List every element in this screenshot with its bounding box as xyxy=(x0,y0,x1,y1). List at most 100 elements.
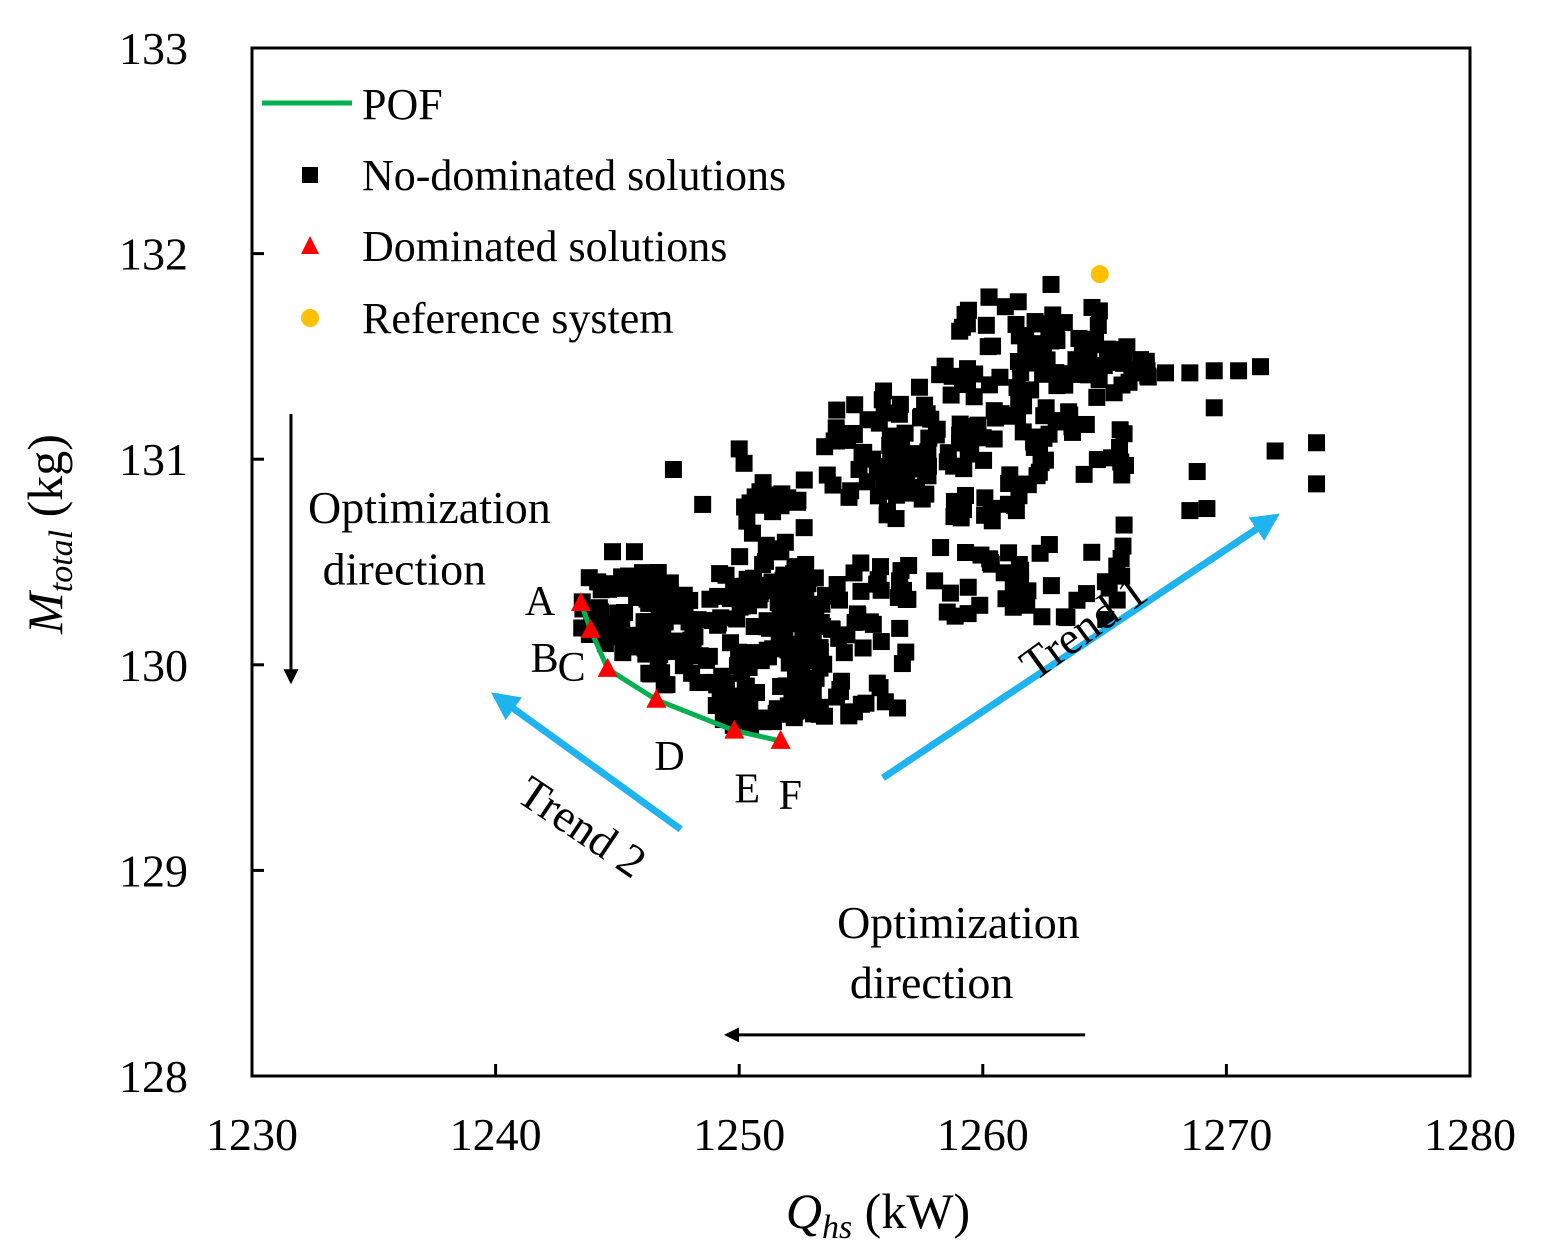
no-dominated-point xyxy=(1019,582,1037,600)
trend-2-arrow xyxy=(491,692,683,833)
no-dominated-point xyxy=(590,599,608,617)
legend-label: Reference system xyxy=(362,294,674,343)
no-dominated-point xyxy=(938,453,956,471)
reference-point xyxy=(1090,265,1109,284)
no-dominated-point xyxy=(625,543,643,561)
no-dominated-point xyxy=(926,572,944,590)
plot-frame xyxy=(250,46,1472,1078)
no-dominated-point xyxy=(1025,433,1043,451)
no-dominated-point xyxy=(855,443,873,461)
legend: POF No-dominated solutions Dominated sol… xyxy=(262,80,786,343)
no-dominated-point xyxy=(662,590,680,608)
no-dominated-point xyxy=(616,579,634,597)
annotation-text: direction xyxy=(850,957,1014,1008)
no-dominated-point xyxy=(1108,557,1126,575)
no-dominated-point xyxy=(1047,324,1065,342)
no-dominated-point xyxy=(938,603,956,621)
no-dominated-point xyxy=(1075,465,1093,483)
no-dominated-point xyxy=(754,713,772,731)
no-dominated-point xyxy=(1089,316,1107,334)
no-dominated-point xyxy=(945,508,963,526)
no-dominated-point xyxy=(784,635,802,653)
no-dominated-point xyxy=(1198,500,1216,518)
no-dominated-point xyxy=(754,556,772,574)
no-dominated-point xyxy=(1308,434,1326,452)
dominated-point xyxy=(770,729,791,749)
no-dominated-point xyxy=(713,683,731,701)
no-dominated-point xyxy=(840,488,858,506)
no-dominated-point xyxy=(919,443,937,461)
no-dominated-point xyxy=(640,594,658,612)
no-dominated-point xyxy=(694,495,712,513)
no-dominated-point xyxy=(1083,298,1101,316)
no-dominated-point xyxy=(784,592,802,610)
no-dominated-point xyxy=(793,684,811,702)
x-tick-label: 1240 xyxy=(450,1109,542,1160)
no-dominated-point xyxy=(872,558,890,576)
no-dominated-point xyxy=(1030,463,1048,481)
no-dominated-point xyxy=(786,670,804,688)
no-dominated-point xyxy=(959,605,977,623)
no-dominated-point xyxy=(1252,358,1270,376)
no-dominated-point xyxy=(1008,407,1026,425)
no-dominated-point xyxy=(1080,355,1098,373)
no-dominated-point xyxy=(889,699,907,717)
no-dominated-point xyxy=(980,288,998,306)
no-dominated-point xyxy=(815,707,833,725)
no-dominated-point xyxy=(984,337,1002,355)
no-dominated-point xyxy=(663,641,681,659)
no-dominated-point xyxy=(774,571,792,589)
no-dominated-point xyxy=(871,679,889,697)
no-dominated-point xyxy=(613,628,631,646)
no-dominated-point xyxy=(1104,350,1122,368)
no-dominated-point xyxy=(1058,609,1076,627)
no-dominated-point xyxy=(957,486,975,504)
no-dominated-point xyxy=(959,445,977,463)
pof-point-label: C xyxy=(558,645,586,691)
no-dominated-point xyxy=(927,426,945,444)
no-dominated-point xyxy=(675,586,693,604)
no-dominated-point xyxy=(689,674,707,692)
no-dominated-point xyxy=(883,480,901,498)
pof-layer: AB C D E F xyxy=(525,265,1109,819)
no-dominated-point xyxy=(1118,338,1136,356)
pof-point-label: F xyxy=(779,773,802,819)
no-dominated-point xyxy=(664,460,682,478)
no-dominated-point xyxy=(835,644,853,662)
no-dominated-point xyxy=(982,555,1000,573)
x-axis: 1230 1240 1250 1260 1270 1280 xyxy=(206,1064,1516,1160)
no-dominated-point xyxy=(779,489,797,507)
no-dominated-point xyxy=(1157,364,1174,382)
dominated-point xyxy=(597,657,618,677)
no-dominated-point xyxy=(771,608,789,626)
no-dominated-point xyxy=(707,697,725,715)
dominated-point xyxy=(724,719,745,739)
x-tick-label: 1270 xyxy=(1180,1109,1272,1160)
no-dominated-point xyxy=(891,619,909,637)
no-dominated-point xyxy=(996,298,1014,316)
no-dominated-point xyxy=(636,639,654,657)
no-dominated-point xyxy=(1008,379,1026,397)
no-dominated-point xyxy=(1018,596,1036,614)
y-tick-label: 128 xyxy=(119,1051,188,1102)
no-dominated-point xyxy=(1034,365,1052,383)
no-dominated-point xyxy=(864,615,882,633)
no-dominated-point xyxy=(959,578,977,596)
x-tick-label: 1250 xyxy=(693,1109,785,1160)
no-dominated-point xyxy=(1088,388,1106,406)
no-dominated-point xyxy=(697,651,715,669)
no-dominated-point xyxy=(788,578,806,596)
no-dominated-point xyxy=(1083,543,1101,561)
no-dominated-point xyxy=(1205,399,1223,417)
x-tick-label: 1280 xyxy=(1424,1109,1516,1160)
legend-label: POF xyxy=(362,80,443,129)
x-tick-label: 1260 xyxy=(937,1109,1029,1160)
no-dominated-point xyxy=(717,566,735,584)
no-dominated-point xyxy=(771,591,789,609)
no-dominated-point xyxy=(595,579,613,597)
no-dominated-point xyxy=(828,576,846,594)
no-dominated-point xyxy=(772,543,790,561)
no-dominated-point xyxy=(848,605,866,623)
x-tick-label: 1230 xyxy=(206,1109,298,1160)
no-dominated-point xyxy=(899,590,917,608)
